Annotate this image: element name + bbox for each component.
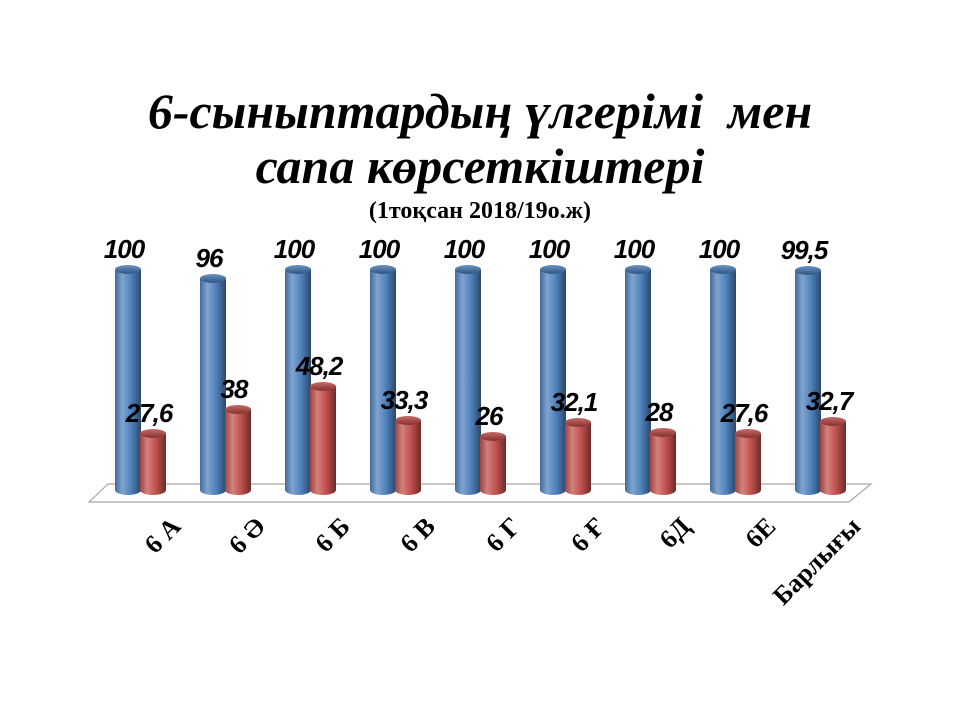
bar-cylinder-top [200, 274, 226, 283]
bar-cylinder-top [115, 265, 141, 274]
bar-cylinder-blue-series-0 [115, 265, 141, 495]
value-label: 100 [613, 234, 655, 264]
value-label: 27,6 [125, 398, 174, 428]
bar-cylinder-top [370, 265, 396, 274]
chart-title-line-1: 6-сыныптардың үлгерімі мен [147, 83, 813, 139]
chart-subtitle: (1тоқсан 2018/19о.ж) [368, 198, 592, 224]
bar-cylinder-top [540, 265, 566, 274]
bar-cylinder-top [650, 428, 676, 437]
bar-cylinder-top [795, 266, 821, 275]
bar-cylinder-blue-series-4 [455, 265, 481, 495]
bar-cylinder-top [820, 417, 846, 426]
bar-cylinder-top [395, 416, 421, 425]
bar-cylinder-blue-series-2 [285, 265, 311, 495]
bar-cylinder-blue-series-5 [540, 265, 566, 495]
value-label: 100 [698, 234, 740, 264]
value-label: 100 [273, 234, 315, 264]
value-label: 99,5 [780, 235, 829, 265]
value-label: 27,6 [720, 398, 769, 428]
value-label: 100 [443, 234, 485, 264]
bar-cylinder-red-series-4 [480, 432, 506, 495]
bar-cylinder-top [625, 265, 651, 274]
chart-title-line-2: сапа көрсеткіштері [255, 138, 705, 194]
bar-cylinder-top [565, 418, 591, 427]
bar-cylinder-top [735, 429, 761, 438]
value-label: 48,2 [295, 351, 344, 381]
value-label: 100 [528, 234, 570, 264]
bar-cylinder-top [310, 382, 336, 391]
value-label: 96 [195, 243, 224, 273]
value-label: 100 [358, 234, 400, 264]
bar-cylinder-top [480, 432, 506, 441]
bar-cylinder-red-series-8 [820, 417, 846, 495]
value-label: 100 [103, 234, 145, 264]
bar-cylinder-red-series-0 [140, 429, 166, 495]
bar-cylinder-red-series-1 [225, 405, 251, 495]
bar-cylinder-top [225, 405, 251, 414]
bar-cylinder-red-series-5 [565, 418, 591, 495]
bar-cylinder-red-series-7 [735, 429, 761, 495]
bar-cylinder-blue-series-1 [200, 274, 226, 495]
bar-cylinder-blue-series-8 [795, 266, 821, 495]
bar-cylinder-top [455, 265, 481, 274]
bar-cylinder-top [140, 429, 166, 438]
bar-cylinder-blue-series-7 [710, 265, 736, 495]
chart-title-block: 6-сыныптардың үлгерімі мен сапа көрсеткі… [0, 84, 960, 225]
value-label: 32,1 [550, 387, 599, 417]
value-label: 33,3 [380, 385, 429, 415]
bar-cylinder-blue-series-6 [625, 265, 651, 495]
bar-cylinder-top [710, 265, 736, 274]
bar-cylinder-red-series-2 [310, 382, 336, 495]
value-label: 26 [475, 401, 504, 431]
value-label: 32,7 [805, 386, 854, 416]
bar-cylinder-blue-series-3 [370, 265, 396, 495]
bar-cylinder-red-series-6 [650, 428, 676, 495]
bar-cylinder-top [285, 265, 311, 274]
value-label: 28 [645, 397, 674, 427]
value-label: 38 [220, 374, 249, 404]
bar-cylinder-red-series-3 [395, 416, 421, 495]
